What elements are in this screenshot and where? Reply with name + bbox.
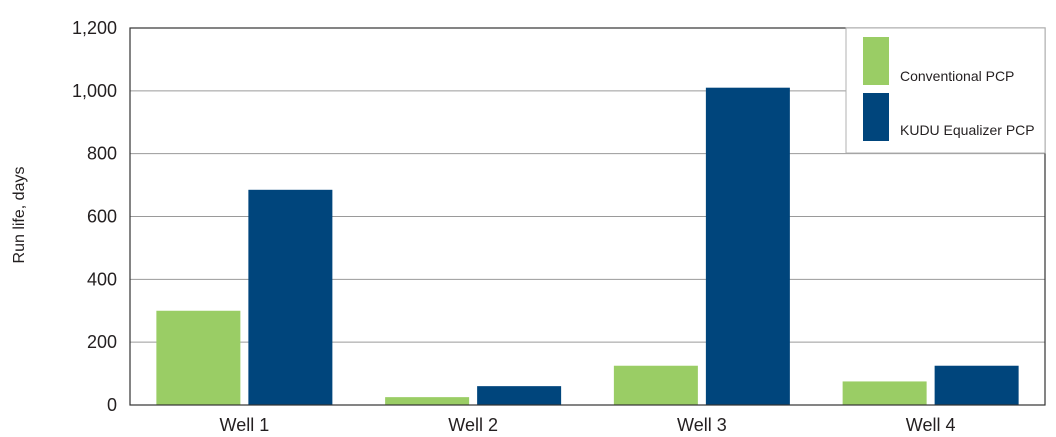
bar-kudu-equalizer-pcp-well-2 [477, 386, 562, 405]
legend-swatch-kudu-equalizer-pcp [863, 93, 889, 141]
y-tick-label: 1,200 [72, 18, 117, 38]
y-tick-label: 600 [87, 207, 117, 227]
y-tick-label: 1,000 [72, 81, 117, 101]
y-tick-label: 800 [87, 144, 117, 164]
legend-swatch-conventional-pcp [863, 37, 889, 85]
bar-conventional-pcp-well-3 [613, 365, 698, 405]
legend-label-kudu-equalizer-pcp: KUDU Equalizer PCP [900, 122, 1035, 138]
bars [156, 87, 1019, 406]
y-tick-label: 200 [87, 332, 117, 352]
x-tick-label: Well 2 [448, 415, 498, 435]
x-tick-label: Well 4 [906, 415, 956, 435]
x-axis-ticks: Well 1 Well 2 Well 3 Well 4 [220, 415, 956, 435]
legend-label-conventional-pcp: Conventional PCP [900, 68, 1014, 84]
legend: Conventional PCP KUDU Equalizer PCP [845, 27, 1046, 154]
y-axis-title: Run life, days [11, 167, 28, 264]
bar-conventional-pcp-well-1 [156, 310, 241, 405]
y-tick-label: 0 [107, 395, 117, 415]
bar-kudu-equalizer-pcp-well-1 [248, 189, 333, 405]
plot-area-frame [129, 27, 1046, 406]
bar-kudu-equalizer-pcp-well-3 [705, 87, 790, 406]
x-tick-label: Well 3 [677, 415, 727, 435]
y-tick-label: 400 [87, 269, 117, 289]
bar-conventional-pcp-well-4 [842, 381, 927, 405]
bar-conventional-pcp-well-2 [385, 397, 470, 405]
bar-kudu-equalizer-pcp-well-4 [934, 365, 1019, 405]
y-axis-ticks: 0 200 400 600 800 1,000 1,200 [72, 18, 117, 415]
x-tick-label: Well 1 [220, 415, 270, 435]
